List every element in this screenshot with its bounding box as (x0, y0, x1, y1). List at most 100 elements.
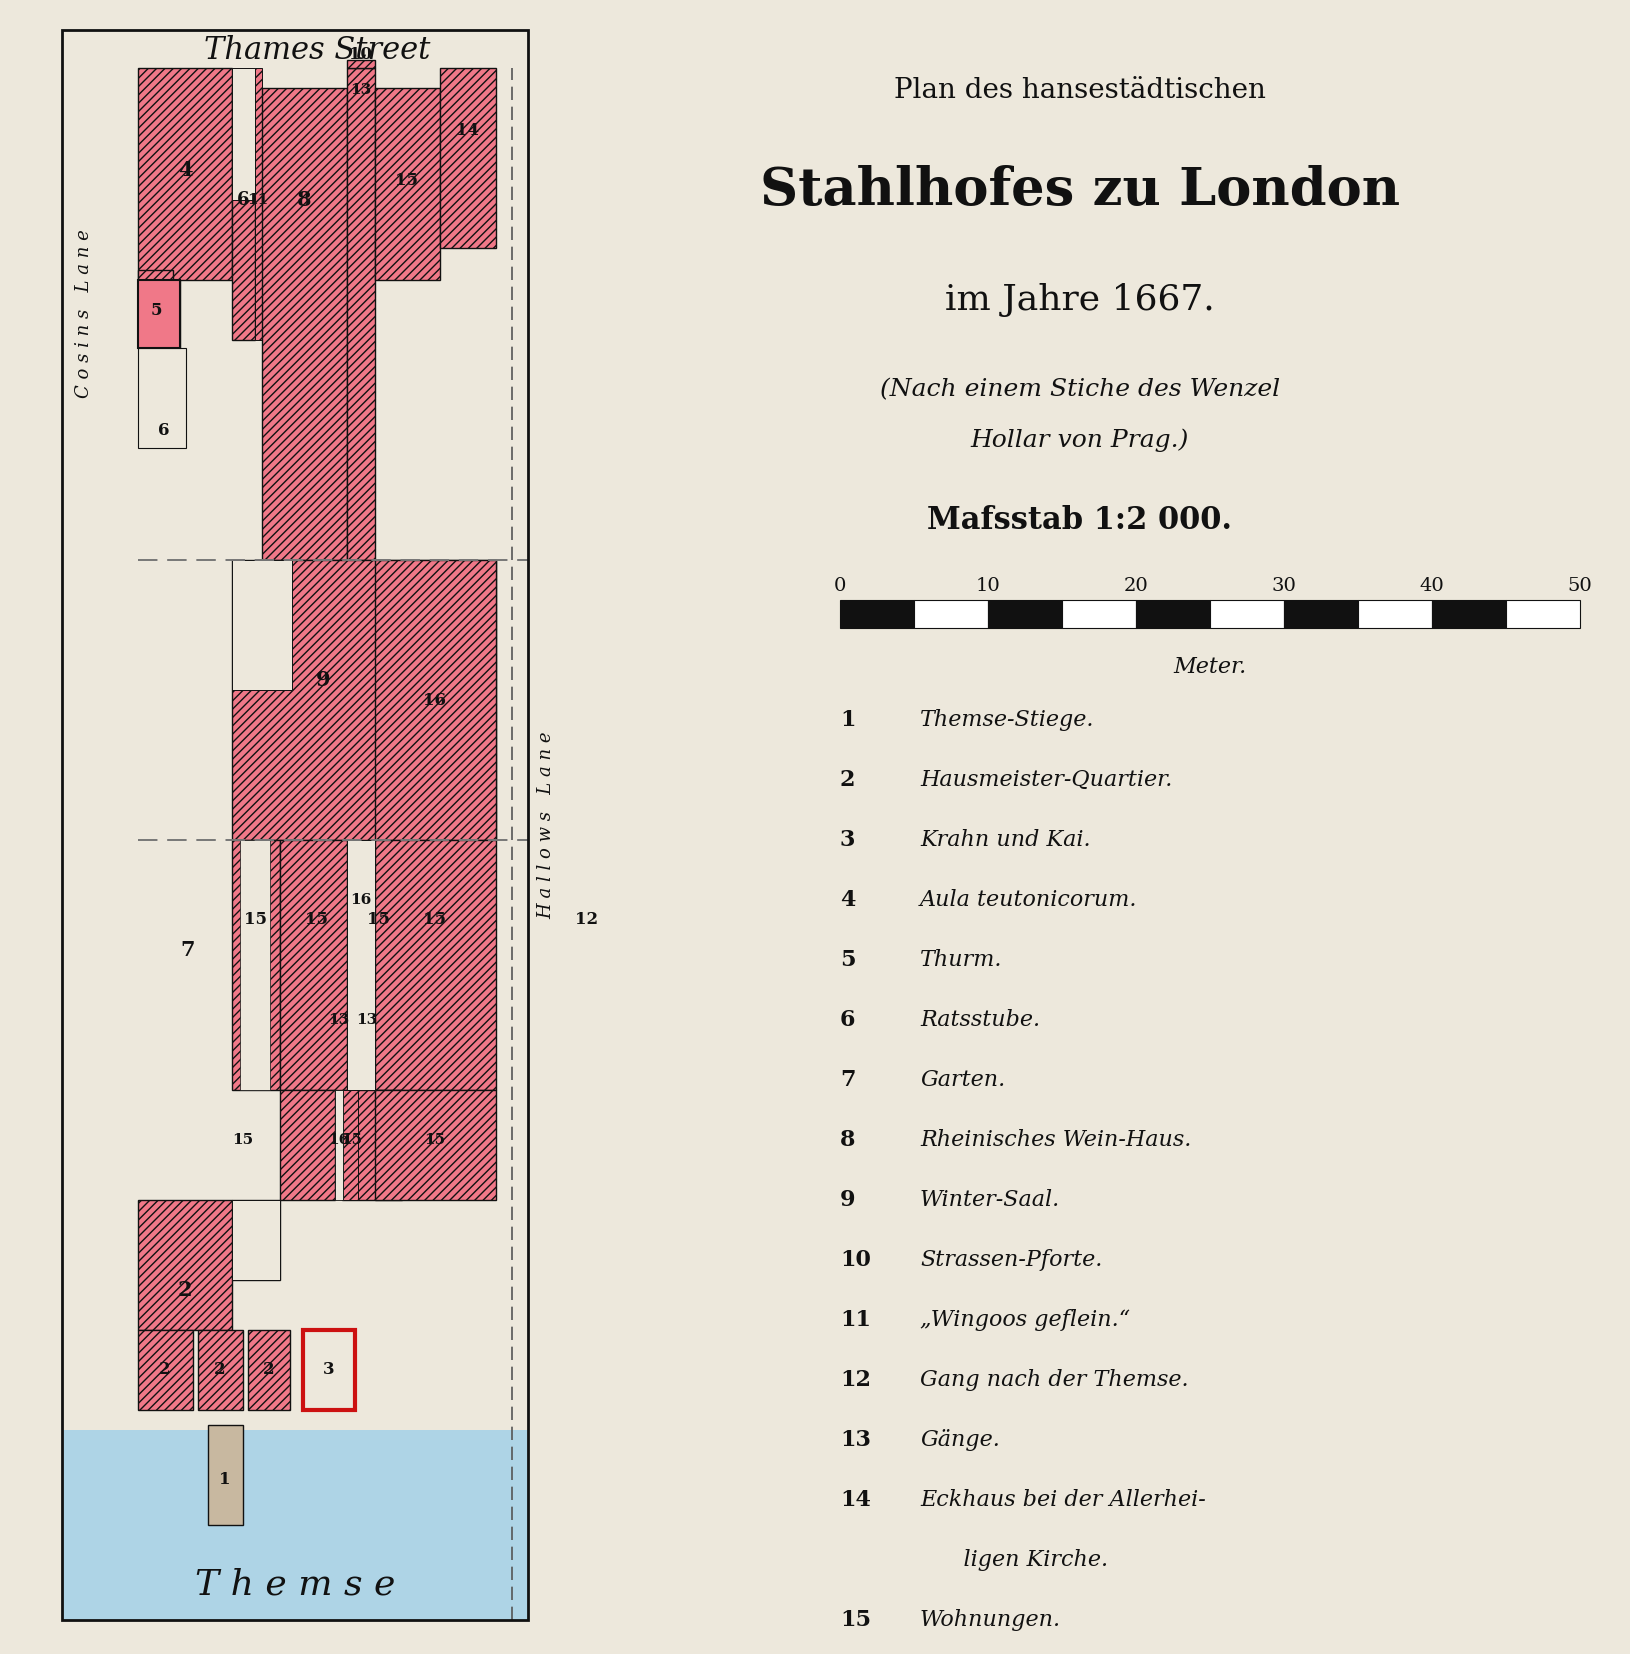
Text: 2: 2 (160, 1361, 171, 1378)
Bar (139, 280, 179, 347)
Text: C o s i n s   L a n e: C o s i n s L a n e (75, 230, 93, 399)
Text: 8: 8 (839, 1130, 856, 1151)
Bar (375, 561, 496, 840)
Text: Wohnungen.: Wohnungen. (919, 1609, 1061, 1631)
Text: 10: 10 (975, 577, 999, 595)
Text: Aula teutonicorum.: Aula teutonicorum. (919, 888, 1136, 911)
Bar (62, 30, 528, 1431)
Text: Strassen-Pforte.: Strassen-Pforte. (919, 1249, 1102, 1270)
Text: 13: 13 (357, 1012, 378, 1027)
Text: Themse-Stiege.: Themse-Stiege. (919, 710, 1094, 731)
Bar (440, 68, 496, 248)
Bar (139, 840, 231, 1201)
Text: 14: 14 (456, 121, 479, 139)
Text: 5: 5 (150, 301, 161, 319)
Text: Mafsstab 1:2 000.: Mafsstab 1:2 000. (927, 504, 1232, 536)
Text: H a l l o w s   L a n e: H a l l o w s L a n e (536, 731, 554, 918)
Text: Krahn und Kai.: Krahn und Kai. (919, 829, 1090, 852)
Bar (375, 88, 440, 280)
Text: 15: 15 (424, 911, 447, 928)
Bar (334, 1090, 342, 1201)
Text: Meter.: Meter. (1172, 657, 1245, 678)
Bar (231, 88, 254, 341)
Text: 15: 15 (305, 911, 328, 928)
Text: 50: 50 (1566, 577, 1591, 595)
Text: 12: 12 (839, 1370, 870, 1391)
Text: 13: 13 (839, 1429, 870, 1451)
Bar (1061, 600, 1136, 629)
Bar (988, 600, 1061, 629)
Text: Eckhaus bei der Allerhei-: Eckhaus bei der Allerhei- (919, 1489, 1205, 1512)
Text: Stahlhofes zu London: Stahlhofes zu London (760, 164, 1399, 215)
Bar (62, 30, 528, 1619)
Text: 9: 9 (839, 1189, 856, 1211)
Text: Winter-Saal.: Winter-Saal. (919, 1189, 1060, 1211)
Text: im Jahre 1667.: im Jahre 1667. (944, 283, 1214, 318)
Text: „Wingoos geflein.“: „Wingoos geflein.“ (919, 1308, 1130, 1331)
Bar (280, 840, 347, 1090)
Bar (839, 600, 913, 629)
Text: 2: 2 (214, 1361, 225, 1378)
Text: 15: 15 (394, 172, 419, 189)
Text: 8: 8 (297, 190, 311, 210)
Bar (1209, 600, 1283, 629)
Text: Ratsstube.: Ratsstube. (919, 1009, 1040, 1030)
Bar (375, 840, 496, 1090)
Text: Garten.: Garten. (919, 1068, 1004, 1092)
Bar (231, 68, 254, 200)
Bar (231, 561, 292, 690)
Bar (197, 1330, 243, 1409)
Bar (139, 1201, 231, 1330)
Text: 2: 2 (178, 1280, 192, 1300)
Text: T h e m s e: T h e m s e (194, 1568, 394, 1603)
Bar (231, 561, 496, 840)
Text: 16: 16 (424, 691, 447, 708)
Text: 15: 15 (244, 911, 267, 928)
Text: 6: 6 (158, 422, 170, 438)
Bar (139, 280, 179, 347)
Bar (139, 1330, 192, 1409)
Text: 15: 15 (424, 1133, 445, 1146)
Bar (231, 1201, 280, 1280)
Bar (139, 347, 231, 561)
Bar (248, 1330, 290, 1409)
Text: 12: 12 (575, 911, 598, 928)
Text: 40: 40 (1418, 577, 1444, 595)
Text: 10: 10 (839, 1249, 870, 1270)
Text: 11: 11 (248, 194, 269, 207)
Bar (62, 1431, 528, 1619)
Bar (231, 840, 280, 1090)
Text: 7: 7 (181, 939, 196, 959)
Bar (347, 60, 375, 68)
Bar (303, 1330, 355, 1409)
Text: (Nach einem Stiche des Wenzel: (Nach einem Stiche des Wenzel (880, 379, 1280, 402)
Text: 30: 30 (1271, 577, 1296, 595)
Bar (347, 840, 375, 1090)
Text: 5: 5 (839, 949, 856, 971)
Bar (231, 1201, 280, 1280)
Text: 2: 2 (262, 1361, 274, 1378)
Bar (139, 561, 231, 840)
Text: 15: 15 (367, 911, 390, 928)
Text: Rheinisches Wein-Haus.: Rheinisches Wein-Haus. (919, 1130, 1190, 1151)
Bar (1431, 600, 1504, 629)
Text: Hausmeister-Quartier.: Hausmeister-Quartier. (919, 769, 1172, 791)
Bar (1504, 600, 1579, 629)
Bar (375, 1090, 496, 1201)
Bar (139, 347, 186, 448)
Bar (209, 1426, 243, 1525)
Text: 0: 0 (833, 577, 846, 595)
Bar (139, 68, 231, 280)
Text: 1: 1 (839, 710, 856, 731)
Bar (347, 68, 375, 561)
Text: 6: 6 (839, 1009, 856, 1030)
Text: ligen Kirche.: ligen Kirche. (934, 1550, 1107, 1571)
Text: 1: 1 (218, 1472, 230, 1489)
Bar (262, 88, 347, 561)
Text: Gänge.: Gänge. (919, 1429, 999, 1451)
Text: 7: 7 (839, 1068, 856, 1092)
Text: 14: 14 (839, 1489, 870, 1512)
Bar (280, 1090, 334, 1201)
Text: 16: 16 (350, 893, 372, 906)
Text: Plan des hansestädtischen: Plan des hansestädtischen (893, 76, 1265, 104)
